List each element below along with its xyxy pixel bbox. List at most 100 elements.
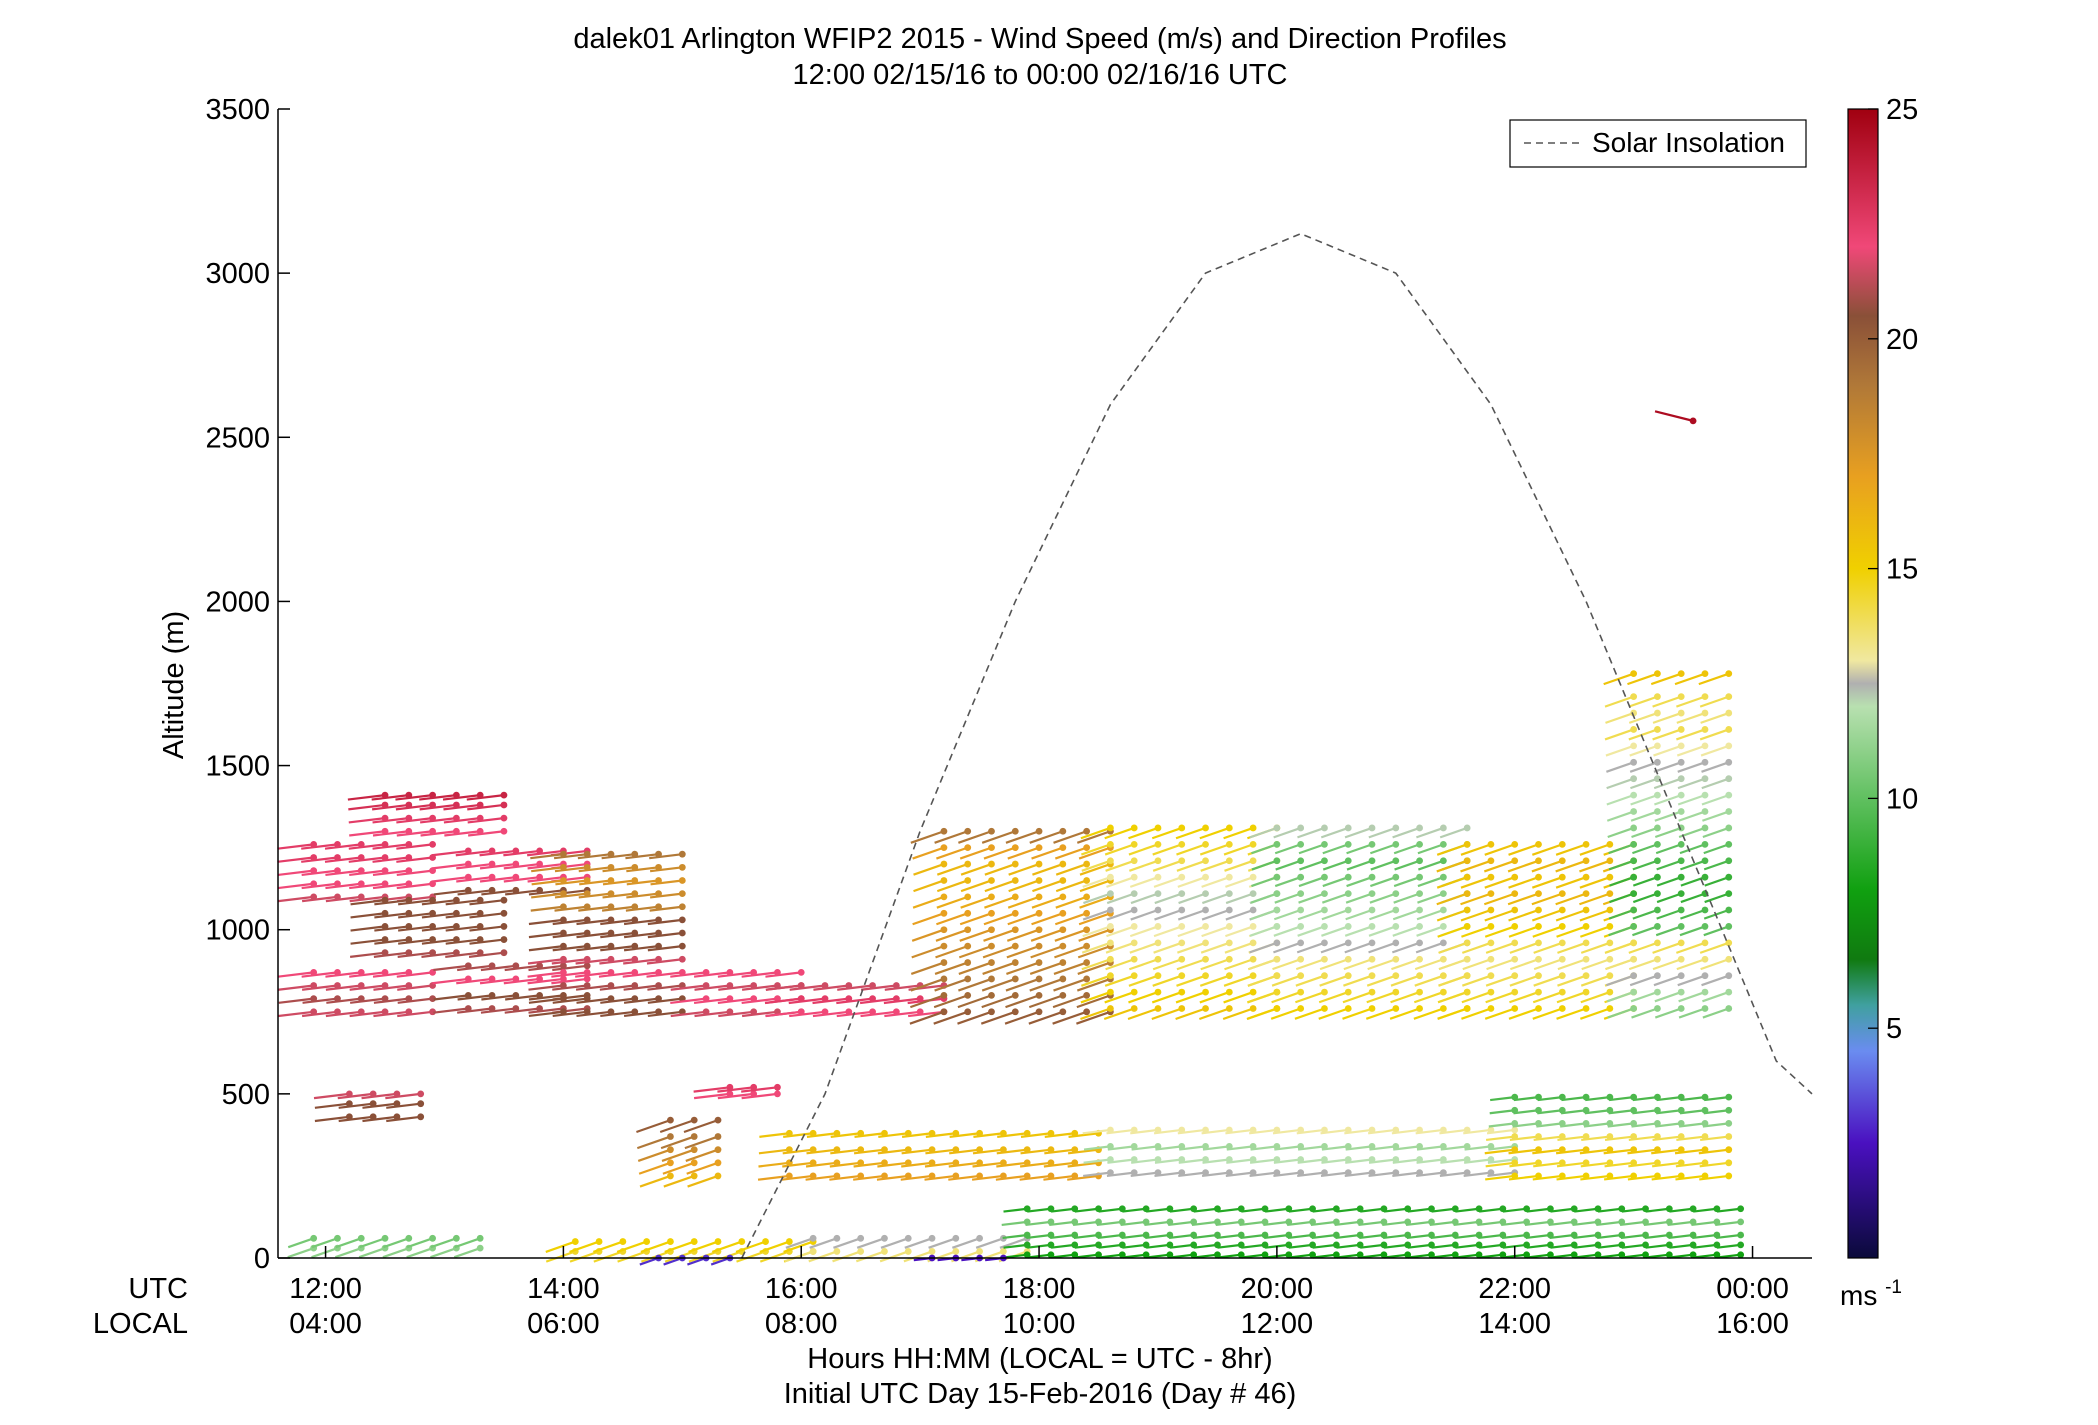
wind-barb	[1607, 1005, 1638, 1019]
wind-barb	[1414, 972, 1447, 987]
wind-barb	[1247, 1005, 1281, 1020]
wind-barb	[1703, 840, 1733, 855]
wind-barb	[1296, 939, 1328, 954]
wind-barb	[983, 909, 1019, 926]
wind-barb	[1249, 923, 1281, 937]
wind-barb	[1321, 890, 1352, 904]
wind-barb	[1650, 670, 1685, 686]
wind-barb	[1653, 775, 1685, 790]
wind-barb	[1531, 857, 1566, 873]
wind-barb	[1579, 890, 1614, 906]
wind-barb	[960, 893, 995, 909]
wind-barb	[1342, 1005, 1376, 1020]
wind-barb	[1321, 923, 1352, 937]
wind-barb	[1336, 1205, 1364, 1213]
wind-barb	[1631, 824, 1661, 839]
wind-barb	[1153, 939, 1186, 954]
wind-barbs-layer	[277, 410, 1745, 1266]
wind-barb	[1032, 877, 1067, 893]
wind-barb	[1272, 955, 1305, 971]
wind-barb	[1366, 988, 1400, 1004]
wind-barb	[984, 893, 1019, 909]
x-tick-label-local: 06:00	[527, 1308, 600, 1340]
wind-barb	[1606, 791, 1638, 806]
wind-barb	[1676, 709, 1709, 724]
x-tick-label-utc: 22:00	[1478, 1273, 1551, 1305]
wind-barb	[1653, 972, 1685, 987]
wind-barb	[1346, 857, 1376, 871]
wind-barb	[684, 1133, 722, 1150]
wind-barb	[1319, 972, 1352, 987]
colorbar-unit: ms -1	[1840, 1277, 1902, 1311]
wind-barb	[1247, 972, 1281, 987]
wind-barb	[1103, 1005, 1138, 1021]
wind-barb	[1677, 972, 1709, 987]
wind-barb	[1199, 988, 1233, 1004]
wind-barb	[1557, 939, 1590, 954]
wind-barb	[1222, 1005, 1257, 1021]
wind-barb	[1127, 1005, 1162, 1021]
wind-barb	[903, 1248, 936, 1263]
wind-barb	[1716, 1241, 1745, 1249]
wind-barb	[1080, 972, 1114, 987]
wind-barb	[765, 968, 805, 978]
wind-barb	[1654, 808, 1685, 822]
wind-barb	[1574, 1205, 1602, 1213]
y-tick-label: 1500	[205, 751, 270, 783]
wind-barb	[1028, 991, 1067, 1009]
wind-barb	[1153, 923, 1186, 938]
wind-barb	[1029, 959, 1067, 976]
x-tick-label-local: 04:00	[289, 1308, 362, 1340]
wind-barb	[936, 860, 972, 876]
wind-barb	[1201, 906, 1233, 921]
wind-barb	[1436, 890, 1471, 906]
colorbar-tick-label: 20	[1886, 324, 1918, 356]
wind-barb	[1699, 1159, 1733, 1168]
wind-barb	[928, 1234, 960, 1249]
wind-barb	[686, 1159, 722, 1175]
wind-barb	[1579, 1005, 1614, 1020]
wind-barb	[1462, 955, 1495, 971]
wind-barb	[1369, 873, 1400, 888]
wind-barb	[1193, 1241, 1221, 1249]
wind-barb	[1344, 923, 1376, 937]
wind-barb	[1437, 1005, 1471, 1020]
wind-barb	[1029, 827, 1067, 844]
wind-barb	[1151, 988, 1186, 1004]
wind-barb	[1384, 1251, 1412, 1259]
wind-barb	[1677, 791, 1709, 806]
wind-barb	[984, 860, 1019, 876]
wind-barb	[833, 1234, 865, 1249]
wind-barb	[1437, 923, 1471, 938]
wind-barb	[1455, 1241, 1483, 1249]
wind-barb	[1621, 1205, 1649, 1213]
wind-barb	[1485, 972, 1519, 987]
wind-barb	[1679, 840, 1709, 855]
wind-barb	[1645, 1241, 1673, 1249]
wind-barb	[1485, 939, 1519, 954]
wind-barb	[1407, 1241, 1435, 1249]
wind-barb	[1080, 840, 1114, 856]
wind-barb	[467, 801, 508, 811]
wind-barb	[1629, 972, 1661, 987]
wind-barb	[911, 926, 948, 942]
wind-barb	[1273, 906, 1305, 921]
wind-barb	[1146, 1205, 1174, 1213]
colorbar-tick-label: 15	[1886, 554, 1918, 586]
wind-barb	[1006, 959, 1043, 976]
wind-barb	[1298, 890, 1328, 904]
wind-barb	[1701, 972, 1733, 987]
wind-barb	[934, 827, 972, 844]
wind-barb	[1320, 824, 1352, 839]
wind-barb	[1176, 972, 1209, 987]
wind-barb	[958, 942, 995, 959]
wind-barb	[1027, 1251, 1055, 1259]
wind-barb	[1609, 890, 1638, 904]
wind-barb	[1217, 1251, 1245, 1259]
wind-barb	[1201, 890, 1233, 905]
wind-barb	[1431, 1251, 1459, 1259]
wind-barb	[1360, 1241, 1388, 1249]
wind-barb	[982, 959, 1019, 976]
wind-barb	[1632, 873, 1661, 887]
wind-barb	[1417, 873, 1447, 888]
